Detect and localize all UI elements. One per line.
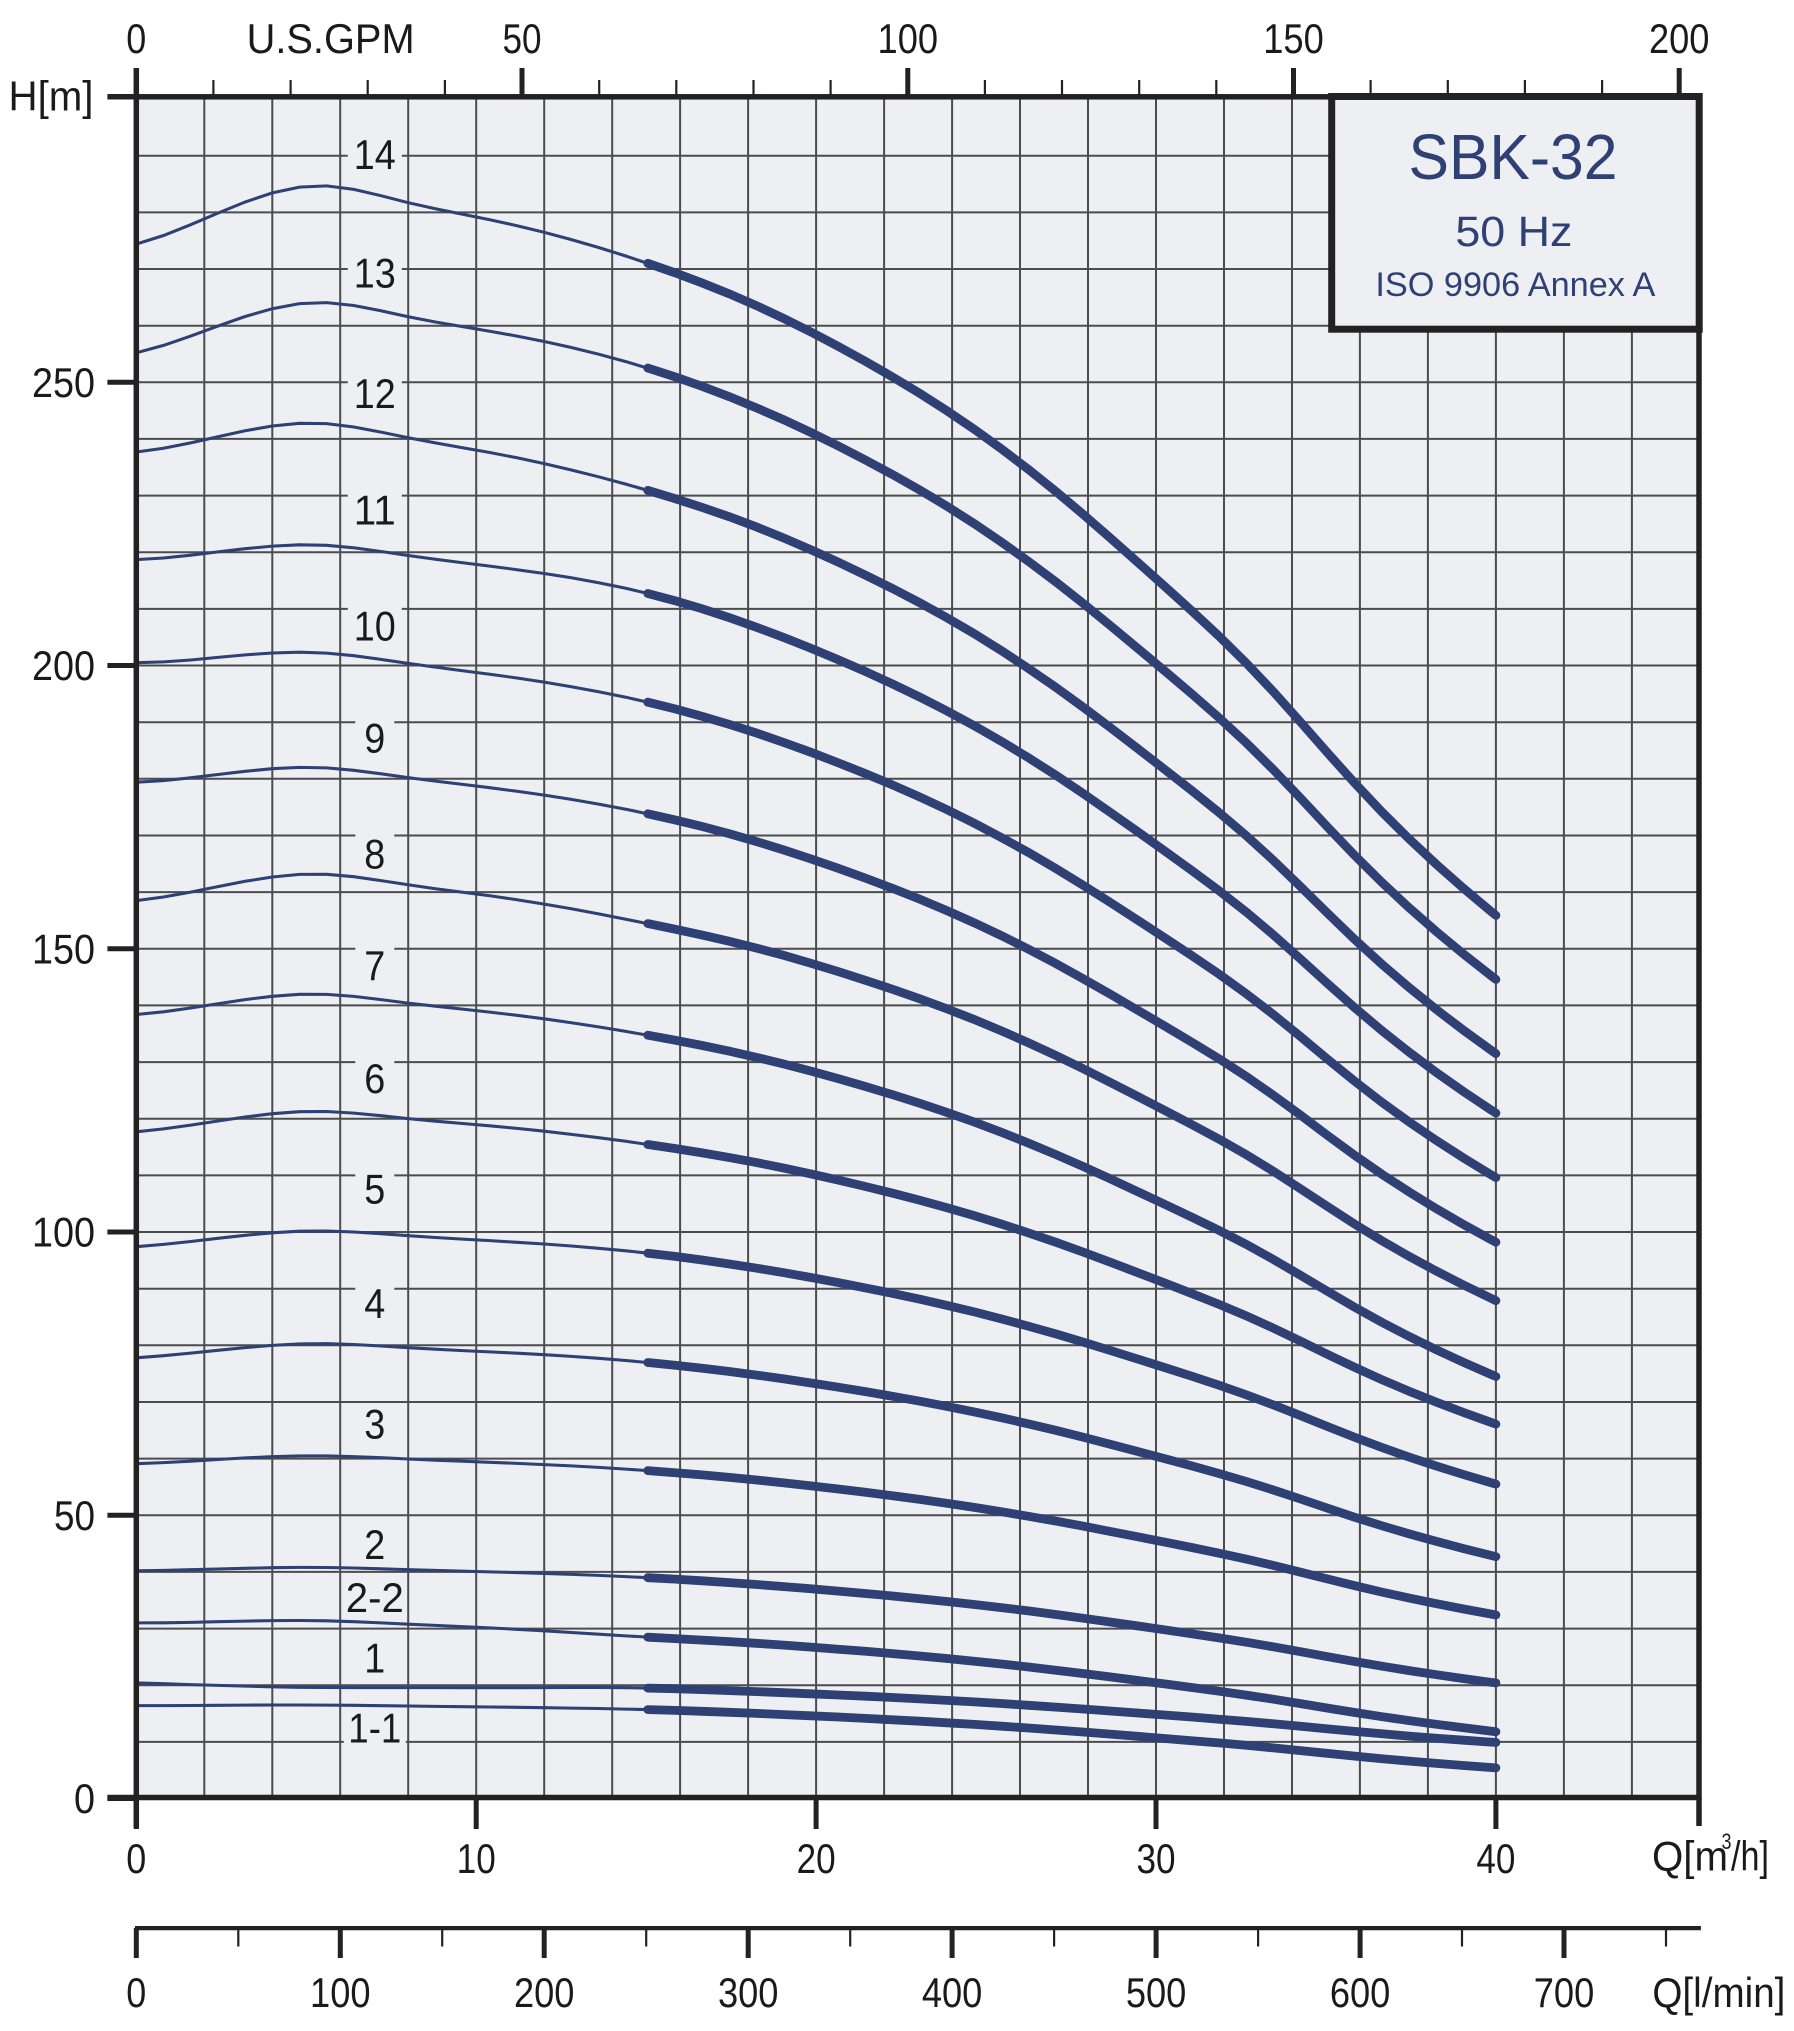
svg-text:200: 200 [32,642,95,689]
svg-text:1: 1 [364,1634,385,1681]
svg-text:300: 300 [718,1969,779,2016]
svg-text:10: 10 [354,602,396,649]
svg-text:H[m]: H[m] [9,73,94,120]
svg-text:Q[l/min]: Q[l/min] [1652,1969,1785,2016]
svg-text:0: 0 [126,1835,146,1882]
svg-text:100: 100 [310,1969,371,2016]
svg-text:0: 0 [126,1969,146,2016]
svg-text:1-1: 1-1 [348,1705,401,1752]
svg-text:6: 6 [364,1055,385,1102]
svg-text:ISO 9906 Annex A: ISO 9906 Annex A [1375,266,1655,304]
svg-text:13: 13 [354,249,396,296]
svg-text:3: 3 [364,1401,385,1448]
svg-text:8: 8 [364,831,385,878]
svg-text:9: 9 [364,715,385,762]
svg-text:50: 50 [54,1492,95,1539]
svg-text:10: 10 [457,1835,496,1882]
svg-text:14: 14 [354,131,396,178]
svg-text:/h]: /h] [1731,1833,1769,1880]
svg-text:5: 5 [364,1166,385,1213]
svg-text:500: 500 [1126,1969,1187,2016]
svg-text:SBK-32: SBK-32 [1409,121,1618,193]
svg-text:Q[m: Q[m [1652,1833,1728,1880]
svg-text:0: 0 [126,15,146,62]
svg-text:100: 100 [32,1209,95,1256]
svg-text:4: 4 [364,1280,385,1327]
svg-text:150: 150 [1263,15,1324,62]
svg-text:250: 250 [32,359,95,406]
svg-text:40: 40 [1476,1835,1515,1882]
svg-text:2: 2 [364,1521,385,1568]
svg-text:400: 400 [922,1969,983,2016]
svg-text:200: 200 [514,1969,575,2016]
svg-text:700: 700 [1534,1969,1595,2016]
svg-text:600: 600 [1330,1969,1391,2016]
svg-text:7: 7 [364,942,385,989]
svg-text:50 Hz: 50 Hz [1455,208,1572,256]
svg-text:U.S.GPM: U.S.GPM [247,15,415,62]
svg-text:11: 11 [354,487,396,534]
svg-text:2-2: 2-2 [346,1574,404,1621]
svg-text:200: 200 [1649,15,1710,62]
svg-text:0: 0 [74,1775,95,1822]
svg-text:50: 50 [503,15,542,62]
svg-text:30: 30 [1137,1835,1176,1882]
svg-text:20: 20 [797,1835,836,1882]
svg-text:3: 3 [1722,1829,1732,1854]
svg-text:12: 12 [354,370,396,417]
svg-text:150: 150 [32,925,95,972]
svg-text:100: 100 [878,15,939,62]
